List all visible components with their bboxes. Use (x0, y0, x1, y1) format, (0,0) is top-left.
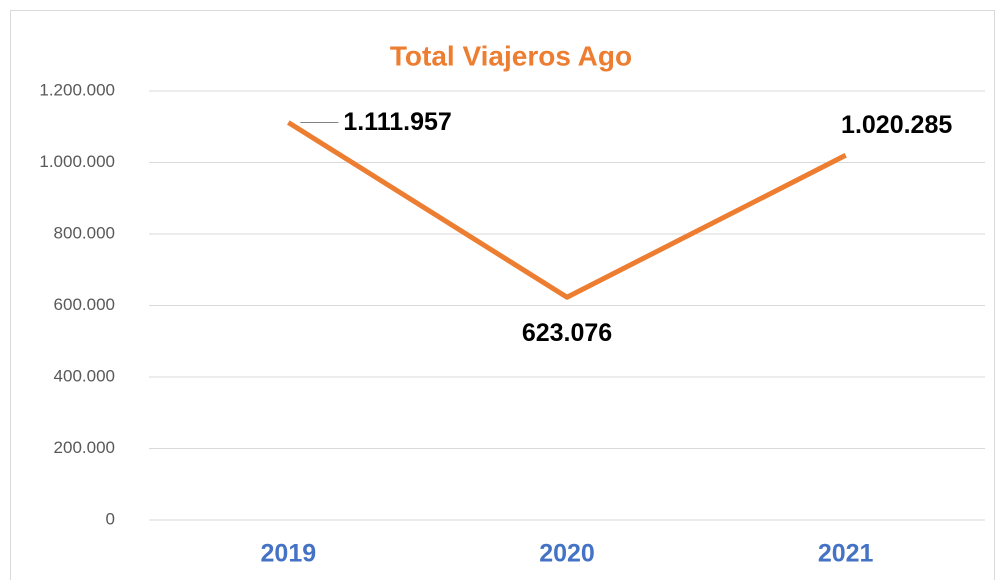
y-tick-label: 600.000 (54, 295, 115, 314)
data-label: 623.076 (522, 319, 612, 347)
y-tick-label: 400.000 (54, 366, 115, 385)
y-tick-label: 800.000 (54, 223, 115, 242)
y-tick-label: 0 (106, 509, 115, 528)
y-tick-label: 1.000.000 (39, 152, 115, 171)
y-tick-label: 200.000 (54, 438, 115, 457)
chart-border (10, 10, 995, 580)
x-tick-label: 2019 (261, 540, 317, 568)
data-label: 1.020.285 (841, 111, 952, 139)
line (287, 120, 847, 300)
x-tick-label: 2021 (818, 540, 874, 568)
x-tick-label: 2020 (539, 540, 595, 568)
y-tick-label: 1.200.000 (39, 80, 115, 99)
data-label: 1.111.957 (343, 108, 451, 136)
chart-title: Total Viajeros Ago (390, 40, 632, 71)
